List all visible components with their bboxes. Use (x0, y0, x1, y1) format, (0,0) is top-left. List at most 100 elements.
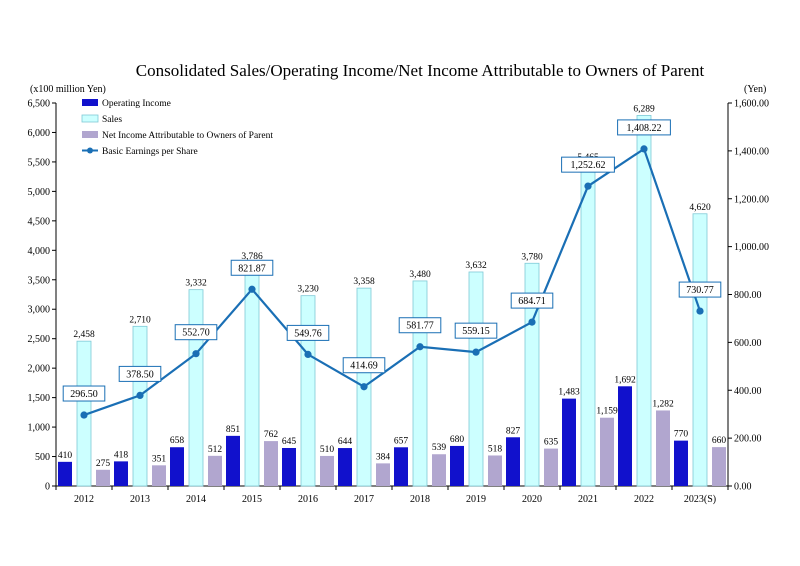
x-tick-label: 2023(S) (684, 494, 716, 505)
sales-label: 3,332 (185, 279, 207, 289)
operating-income-bar (562, 398, 576, 486)
left-tick-label: 1,000 (28, 423, 51, 434)
eps-label: 1,408.22 (627, 123, 662, 134)
left-tick-label: 4,000 (28, 246, 51, 257)
right-tick-label: 800.00 (734, 290, 762, 301)
eps-label: 414.69 (350, 361, 378, 372)
chart-title: Consolidated Sales/Operating Income/Net … (136, 61, 705, 80)
sales-label: 3,230 (297, 285, 319, 295)
sales-bar (188, 289, 204, 487)
eps-label-box (617, 119, 671, 136)
eps-label: 552.70 (182, 328, 210, 339)
eps-label: 730.77 (686, 285, 714, 296)
net-income-attributable-to-owners-of-parent-label: 1,159 (596, 407, 618, 417)
left-tick-label: 5,500 (28, 157, 51, 168)
net-income-attributable-to-owners-of-parent-bar (656, 410, 670, 486)
eps-point (360, 383, 368, 391)
net-income-attributable-to-owners-of-parent-legend-label: Net Income Attributable to Owners of Par… (102, 130, 273, 141)
left-tick-label: 6,500 (28, 99, 51, 110)
x-tick-label: 2017 (354, 494, 374, 505)
sales-bar (524, 262, 540, 487)
eps-point (472, 348, 480, 356)
eps-label-box (454, 322, 498, 339)
net-income-attributable-to-owners-of-parent-label: 518 (488, 444, 503, 454)
left-tick-label: 6,000 (28, 128, 51, 139)
operating-income-label: 827 (506, 426, 521, 436)
eps-point (640, 145, 648, 153)
operating-income-label: 645 (282, 437, 297, 447)
right-tick-label: 200.00 (734, 434, 762, 445)
eps-label-box (62, 385, 106, 402)
operating-income-bar (450, 445, 464, 486)
eps-label-box (561, 156, 615, 173)
eps-line (80, 145, 704, 419)
net-income-attributable-to-owners-of-parent-bar (264, 441, 278, 486)
operating-income-bar (170, 447, 184, 486)
eps-point (584, 182, 592, 190)
eps-label: 378.50 (126, 369, 154, 380)
net-income-attributable-to-owners-of-parent-bar (152, 465, 166, 486)
x-tick-label: 2012 (74, 494, 94, 505)
x-tick-label: 2014 (186, 494, 206, 505)
sales-legend-swatch (81, 114, 99, 123)
axes: 0 500 1,000 1,500 2,000 2,500 3,000 3,500 4,000 4… (28, 99, 770, 506)
net-income-attributable-to-owners-of-parent-label: 510 (320, 445, 335, 455)
net-income-attributable-to-owners-of-parent-bar (600, 417, 614, 486)
left-axis-unit: (x100 million Yen) (30, 84, 106, 95)
left-tick-label: 5,000 (28, 187, 51, 198)
operating-income-label: 851 (226, 425, 241, 435)
sales-label: 3,480 (409, 270, 431, 280)
operating-income-label: 644 (338, 437, 353, 447)
bars (58, 115, 726, 487)
operating-income-bar (282, 447, 296, 486)
x-tick-label: 2019 (466, 494, 486, 505)
net-income-attributable-to-owners-of-parent-bar (376, 463, 390, 486)
eps-legend-swatch-point (87, 147, 93, 154)
left-tick-label: 0 (45, 482, 50, 493)
x-tick-label: 2015 (242, 494, 262, 505)
operating-income-bar (394, 447, 408, 486)
x-tick-label: 2022 (634, 494, 654, 505)
basic-earnings-per-share-legend-label: Basic Earnings per Share (102, 147, 198, 157)
sales-bar (580, 163, 596, 487)
sales-bar (300, 295, 316, 487)
data-labels: 410 418 658 851 645 644 657 680 827 1,483 1,692 770… (58, 104, 727, 468)
eps-point (192, 350, 200, 358)
eps-label: 581.77 (406, 321, 434, 332)
right-tick-label: 600.00 (734, 338, 762, 349)
left-tick-label: 2,000 (28, 364, 51, 375)
net-income-attributable-to-owners-of-parent-label: 275 (96, 459, 111, 469)
net-income-attributable-to-owners-of-parent-label: 351 (152, 454, 167, 464)
eps-point (304, 350, 312, 359)
operating-income-bar (226, 435, 240, 486)
net-income-attributable-to-owners-of-parent-bar (544, 448, 558, 486)
x-tick-label: 2021 (578, 494, 598, 505)
eps-label-box (398, 317, 442, 334)
net-income-attributable-to-owners-of-parent-bar (320, 455, 334, 486)
net-income-attributable-to-owners-of-parent-label: 384 (376, 452, 391, 462)
sales-bar (692, 213, 708, 487)
net-income-attributable-to-owners-of-parent-label: 660 (712, 436, 727, 446)
x-tick-label: 2018 (410, 494, 430, 505)
sales-bar (636, 115, 652, 487)
x-tick-label: 2020 (522, 494, 542, 505)
net-income-attributable-to-owners-of-parent-bar (712, 447, 726, 486)
left-tick-label: 3,000 (28, 305, 51, 316)
operating-income-bar (618, 386, 632, 486)
operating-income-bar (506, 437, 520, 486)
eps-label-box (342, 357, 386, 374)
right-tick-label: 0.00 (734, 482, 752, 493)
net-income-attributable-to-owners-of-parent-bar (208, 455, 222, 486)
net-income-attributable-to-owners-of-parent-label: 635 (544, 438, 559, 448)
x-tick-label: 2013 (130, 494, 150, 505)
right-axis-unit: (Yen) (744, 84, 766, 95)
eps-label: 821.87 (238, 263, 266, 274)
eps-label: 684.71 (518, 296, 546, 307)
eps-label: 1,252.62 (571, 160, 606, 171)
eps-point (136, 391, 144, 399)
eps-point (80, 411, 88, 419)
right-tick-label: 1,200.00 (734, 194, 769, 205)
eps-point (416, 343, 424, 351)
net-income-attributable-to-owners-of-parent-legend-swatch (82, 131, 98, 138)
right-tick-label: 1,400.00 (734, 146, 769, 157)
